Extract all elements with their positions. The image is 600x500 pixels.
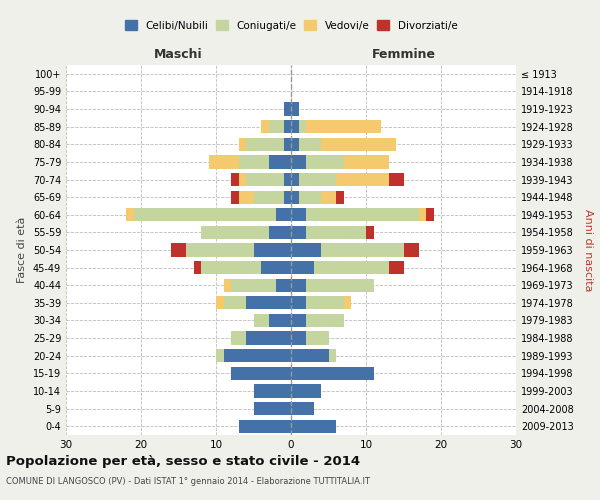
Bar [306, 156, 343, 168]
Bar [321, 244, 404, 256]
Bar [299, 120, 306, 134]
Bar [284, 120, 291, 134]
Bar [209, 156, 239, 168]
Bar [254, 244, 291, 256]
Text: COMUNE DI LANGOSCO (PV) - Dati ISTAT 1° gennaio 2014 - Elaborazione TUTTITALIA.I: COMUNE DI LANGOSCO (PV) - Dati ISTAT 1° … [6, 478, 370, 486]
Bar [404, 244, 419, 256]
Bar [314, 261, 389, 274]
Bar [284, 102, 291, 116]
Bar [239, 420, 291, 433]
Bar [291, 349, 329, 362]
Bar [246, 332, 291, 344]
Bar [389, 261, 404, 274]
Bar [254, 190, 284, 204]
Bar [291, 244, 321, 256]
Bar [336, 173, 389, 186]
Bar [216, 349, 223, 362]
Bar [291, 261, 314, 274]
Bar [343, 156, 389, 168]
Bar [343, 296, 351, 310]
Bar [291, 226, 306, 239]
Bar [336, 190, 343, 204]
Bar [291, 156, 306, 168]
Bar [321, 190, 336, 204]
Bar [231, 278, 276, 292]
Bar [231, 190, 239, 204]
Bar [291, 420, 336, 433]
Bar [239, 190, 254, 204]
Bar [223, 349, 291, 362]
Bar [284, 190, 291, 204]
Bar [246, 173, 284, 186]
Bar [291, 173, 299, 186]
Bar [291, 208, 306, 222]
Text: Popolazione per età, sesso e stato civile - 2014: Popolazione per età, sesso e stato civil… [6, 455, 360, 468]
Bar [261, 261, 291, 274]
Bar [291, 138, 299, 151]
Bar [299, 173, 336, 186]
Bar [291, 120, 299, 134]
Bar [239, 156, 269, 168]
Bar [306, 278, 373, 292]
Bar [254, 384, 291, 398]
Bar [201, 226, 269, 239]
Bar [269, 120, 284, 134]
Y-axis label: Fasce di età: Fasce di età [17, 217, 27, 283]
Bar [246, 138, 284, 151]
Bar [419, 208, 426, 222]
Bar [291, 314, 306, 327]
Bar [291, 102, 299, 116]
Bar [261, 120, 269, 134]
Bar [306, 296, 343, 310]
Bar [306, 314, 343, 327]
Bar [239, 173, 246, 186]
Text: Maschi: Maschi [154, 48, 203, 62]
Bar [171, 244, 186, 256]
Legend: Celibi/Nubili, Coniugati/e, Vedovi/e, Divorziati/e: Celibi/Nubili, Coniugati/e, Vedovi/e, Di… [122, 18, 460, 33]
Bar [306, 120, 381, 134]
Bar [291, 278, 306, 292]
Y-axis label: Anni di nascita: Anni di nascita [583, 209, 593, 291]
Bar [133, 208, 276, 222]
Bar [291, 384, 321, 398]
Bar [231, 173, 239, 186]
Bar [299, 138, 321, 151]
Bar [291, 296, 306, 310]
Bar [254, 402, 291, 415]
Bar [276, 208, 291, 222]
Bar [291, 366, 373, 380]
Bar [246, 296, 291, 310]
Bar [329, 349, 336, 362]
Bar [389, 173, 404, 186]
Bar [321, 138, 396, 151]
Bar [276, 278, 291, 292]
Bar [223, 296, 246, 310]
Bar [231, 332, 246, 344]
Bar [426, 208, 433, 222]
Bar [269, 226, 291, 239]
Bar [239, 138, 246, 151]
Bar [254, 314, 269, 327]
Bar [366, 226, 373, 239]
Bar [231, 366, 291, 380]
Bar [269, 156, 291, 168]
Bar [284, 173, 291, 186]
Bar [299, 190, 321, 204]
Bar [216, 296, 223, 310]
Bar [291, 402, 314, 415]
Bar [269, 314, 291, 327]
Text: Femmine: Femmine [371, 48, 436, 62]
Bar [306, 332, 329, 344]
Bar [223, 278, 231, 292]
Bar [291, 190, 299, 204]
Bar [201, 261, 261, 274]
Bar [306, 208, 419, 222]
Bar [291, 332, 306, 344]
Bar [193, 261, 201, 274]
Bar [306, 226, 366, 239]
Bar [186, 244, 254, 256]
Bar [126, 208, 133, 222]
Bar [284, 138, 291, 151]
